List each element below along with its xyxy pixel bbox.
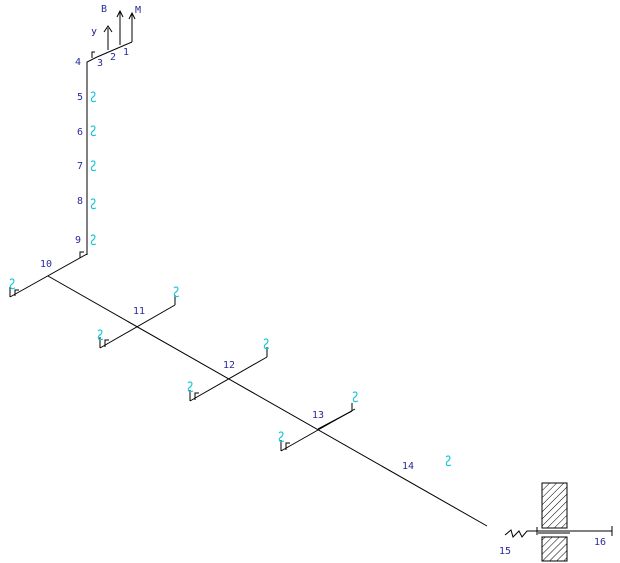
- fixture: [90, 160, 97, 172]
- node-label: 15: [499, 546, 511, 557]
- fitting: [104, 339, 109, 347]
- node-label: 4: [75, 57, 81, 68]
- arrow: [128, 11, 136, 20]
- fixture: [90, 91, 97, 103]
- fitting: [194, 392, 199, 400]
- top-pipe: [96, 41, 133, 58]
- node-label: 8: [77, 196, 83, 207]
- fixtures: [9, 91, 452, 467]
- main-pipe: [47, 275, 488, 527]
- fixture: [352, 391, 359, 403]
- riser-label: М: [135, 5, 141, 16]
- node-label: 13: [312, 410, 324, 421]
- node-label: 16: [594, 537, 606, 548]
- node-label: 2: [110, 52, 116, 63]
- node-label: 11: [133, 306, 145, 317]
- fixture: [9, 278, 16, 290]
- arrow: [103, 25, 113, 33]
- branch-12: [189, 356, 268, 402]
- fixture: [445, 455, 452, 467]
- node-label: 12: [223, 360, 235, 371]
- branch-11: [99, 304, 176, 349]
- fixture: [90, 125, 97, 137]
- fitting: [91, 51, 95, 58]
- node-label: 14: [402, 461, 414, 472]
- branch-13b: [317, 410, 353, 430]
- riser-label: В: [101, 4, 107, 15]
- node-label: 7: [77, 161, 83, 172]
- fitting: [14, 289, 19, 296]
- fixture: [90, 234, 97, 246]
- node-label: 9: [75, 235, 81, 246]
- pipes: [9, 9, 613, 562]
- node-label: 1: [123, 47, 129, 58]
- arrow: [116, 9, 124, 18]
- node-label: 3: [97, 58, 103, 69]
- wall: [541, 482, 568, 529]
- node-label: 10: [40, 259, 52, 270]
- node-label: 5: [77, 92, 83, 103]
- node-label: 6: [77, 127, 83, 138]
- wall: [541, 536, 568, 562]
- fitting: [79, 251, 84, 258]
- branch-10: [9, 253, 88, 298]
- break: [504, 529, 533, 538]
- fixture: [90, 198, 97, 210]
- riser-label: У: [91, 28, 97, 39]
- riser-pipe: [86, 56, 98, 255]
- fitting: [285, 442, 290, 450]
- fixture: [173, 286, 180, 298]
